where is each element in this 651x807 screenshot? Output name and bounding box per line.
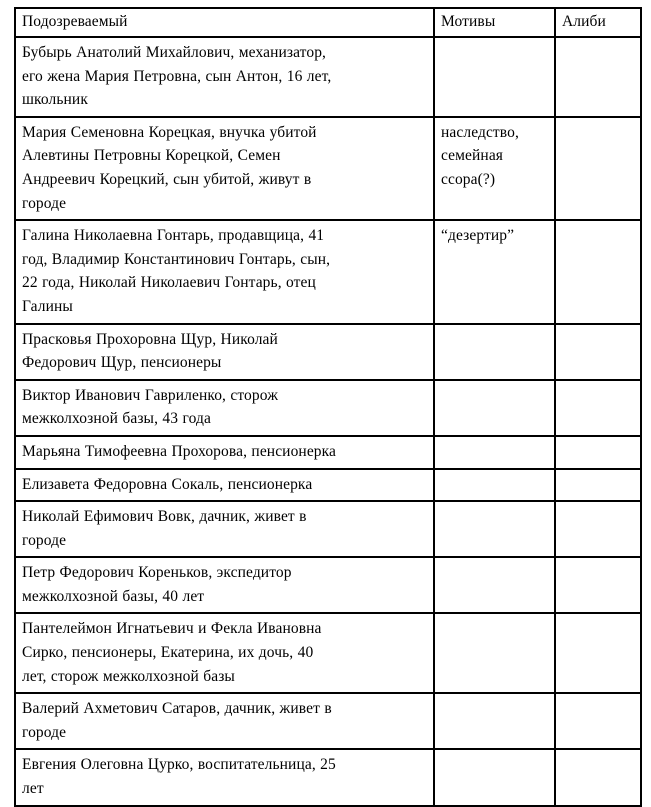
- column-header-motive: Мотивы: [433, 7, 556, 38]
- table-header-row: Подозреваемый Мотивы Алиби: [14, 7, 642, 38]
- cell-suspect: Прасковья Прохоровна Щур, Николай Федоро…: [14, 322, 435, 381]
- cell-motive: [433, 467, 556, 503]
- suspect-text: Николай Ефимович Вовк, дачник, живет в г…: [22, 508, 307, 549]
- suspect-text: Евгения Олеговна Цурко, воспитательница,…: [22, 756, 336, 798]
- table-row: Елизавета Федоровна Сокаль, пенсионерка: [14, 467, 642, 503]
- suspect-text: Марьяна Тимофеевна Прохорова, пенсионерк…: [22, 442, 337, 460]
- suspect-text: Валерий Ахметович Сатаров, дачник, живет…: [22, 700, 332, 741]
- cell-suspect: Марьяна Тимофеевна Прохорова, пенсионерк…: [14, 434, 435, 470]
- table-row: Марьяна Тимофеевна Прохорова, пенсионерк…: [14, 434, 642, 470]
- cell-suspect: Мария Семеновна Корецкая, внучка убитой …: [14, 115, 435, 222]
- cell-motive: [433, 378, 556, 437]
- suspect-text: Пантелеймон Игнатьевич и Фекла Ивановна …: [22, 620, 322, 685]
- cell-motive: [433, 692, 556, 751]
- cell-suspect: Елизавета Федоровна Сокаль, пенсионерка: [14, 467, 435, 503]
- table-row: Мария Семеновна Корецкая, внучка убитой …: [14, 115, 642, 222]
- cell-suspect: Евгения Олеговна Цурко, воспитательница,…: [14, 748, 435, 807]
- cell-motive: “дезертир”: [433, 219, 556, 325]
- suspect-text: Бубырь Анатолий Михайлович, механизатор,…: [22, 44, 332, 109]
- suspect-text: Елизавета Федоровна Сокаль, пенсионерка: [22, 475, 313, 493]
- table-row: Евгения Олеговна Цурко, воспитательница,…: [14, 748, 642, 807]
- cell-motive: [433, 500, 556, 559]
- suspect-text: Галина Николаевна Гонтарь, продавщица, 4…: [22, 227, 331, 315]
- cell-motive: [433, 322, 556, 381]
- cell-alibi: [554, 219, 642, 325]
- table-row: Петр Федорович Кореньков, экспедитор меж…: [14, 556, 642, 615]
- cell-motive: [433, 36, 556, 118]
- suspect-text: Мария Семеновна Корецкая, внучка убитой …: [22, 123, 317, 212]
- table-row: Прасковья Прохоровна Щур, Николай Федоро…: [14, 322, 642, 381]
- cell-alibi: [554, 322, 642, 381]
- cell-alibi: [554, 556, 642, 615]
- motive-text: “дезертир”: [441, 227, 515, 245]
- cell-alibi: [554, 692, 642, 751]
- cell-alibi: [554, 115, 642, 222]
- suspect-text: Петр Федорович Кореньков, экспедитор меж…: [22, 564, 292, 605]
- column-header-alibi-label: Алиби: [562, 13, 606, 30]
- suspects-table: Подозреваемый Мотивы Алиби Бубырь Анатол…: [14, 7, 642, 807]
- cell-alibi: [554, 467, 642, 503]
- table-row: Галина Николаевна Гонтарь, продавщица, 4…: [14, 219, 642, 325]
- column-header-suspect-label: Подозреваемый: [22, 13, 128, 30]
- cell-motive: [433, 612, 556, 695]
- suspect-text: Виктор Иванович Гавриленко, сторож межко…: [22, 386, 279, 428]
- document-page: Подозреваемый Мотивы Алиби Бубырь Анатол…: [14, 7, 642, 807]
- suspect-text: Прасковья Прохоровна Щур, Николай Федоро…: [22, 330, 278, 372]
- table-row: Николай Ефимович Вовк, дачник, живет в г…: [14, 500, 642, 559]
- cell-suspect: Бубырь Анатолий Михайлович, механизатор,…: [14, 36, 435, 118]
- cell-motive: [433, 556, 556, 615]
- cell-suspect: Пантелеймон Игнатьевич и Фекла Ивановна …: [14, 612, 435, 695]
- table-header: Подозреваемый Мотивы Алиби: [14, 7, 642, 38]
- cell-alibi: [554, 500, 642, 559]
- cell-suspect: Виктор Иванович Гавриленко, сторож межко…: [14, 378, 435, 437]
- cell-alibi: [554, 748, 642, 807]
- cell-suspect: Петр Федорович Кореньков, экспедитор меж…: [14, 556, 435, 615]
- column-header-suspect: Подозреваемый: [14, 7, 435, 38]
- cell-suspect: Валерий Ахметович Сатаров, дачник, живет…: [14, 692, 435, 751]
- table-row: Бубырь Анатолий Михайлович, механизатор,…: [14, 36, 642, 118]
- cell-motive: наследство, семейная ссора(?): [433, 115, 556, 222]
- cell-motive: [433, 748, 556, 807]
- cell-alibi: [554, 378, 642, 437]
- column-header-motive-label: Мотивы: [441, 13, 496, 30]
- table-row: Виктор Иванович Гавриленко, сторож межко…: [14, 378, 642, 437]
- table-row: Пантелеймон Игнатьевич и Фекла Ивановна …: [14, 612, 642, 695]
- cell-alibi: [554, 434, 642, 470]
- column-header-alibi: Алиби: [554, 7, 642, 38]
- cell-alibi: [554, 36, 642, 118]
- table-row: Валерий Ахметович Сатаров, дачник, живет…: [14, 692, 642, 751]
- motive-text: наследство, семейная ссора(?): [441, 123, 519, 188]
- cell-motive: [433, 434, 556, 470]
- cell-suspect: Галина Николаевна Гонтарь, продавщица, 4…: [14, 219, 435, 325]
- cell-alibi: [554, 612, 642, 695]
- table-body: Бубырь Анатолий Михайлович, механизатор,…: [14, 36, 642, 807]
- cell-suspect: Николай Ефимович Вовк, дачник, живет в г…: [14, 500, 435, 559]
